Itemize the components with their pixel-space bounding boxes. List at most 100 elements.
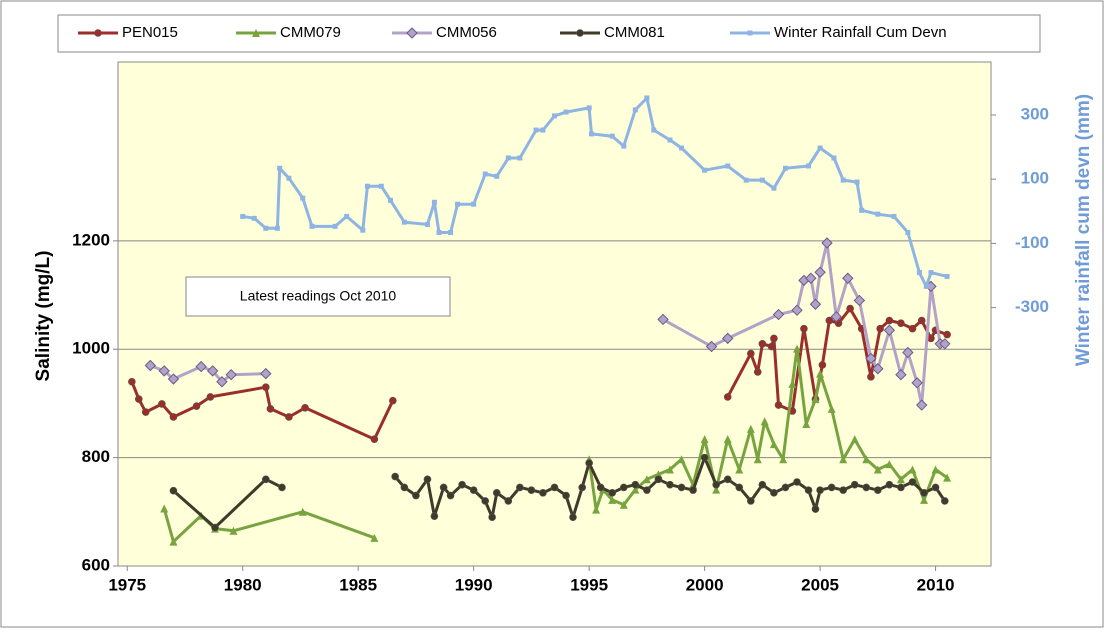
point [585,459,593,467]
point [481,497,490,505]
point [158,400,166,408]
point [689,486,697,494]
point [908,324,917,333]
point [793,478,801,486]
point [805,272,817,284]
point [446,491,455,500]
point [800,324,808,333]
point [370,435,379,443]
x-tick-label: 2000 [686,575,724,594]
point [939,338,951,350]
point [747,497,755,505]
point [504,497,513,505]
point [817,145,823,151]
point [850,480,859,489]
point [806,163,812,169]
point [654,475,663,484]
point [263,225,269,231]
annotation-box [185,276,451,317]
legend-label: CMM081 [604,24,665,41]
point [811,505,820,513]
point [609,133,615,139]
point [388,197,394,203]
point [839,486,847,494]
point [216,376,228,388]
point [400,483,409,492]
point [471,201,477,207]
point [389,396,397,405]
y-tick-label: 1000 [72,339,110,358]
point [300,195,306,201]
point [370,533,379,542]
point [818,361,827,369]
point [344,213,350,219]
point [401,219,407,225]
point [482,171,488,177]
point [735,465,744,474]
point [666,480,674,489]
point [772,308,785,321]
point [588,131,594,137]
point [651,127,657,133]
point [712,480,720,489]
point [563,109,569,115]
point [141,408,150,416]
point [854,179,860,185]
point [632,107,638,113]
point [206,365,219,377]
point [839,455,848,464]
point [631,485,640,494]
point [885,316,894,325]
point [539,489,547,497]
point [169,486,178,495]
point [700,435,709,444]
point [723,393,732,401]
point [770,489,778,497]
point [550,483,559,492]
x-tick-label: 1985 [339,575,377,594]
point [943,473,952,482]
point [788,379,797,388]
point [827,483,836,492]
point [793,344,801,353]
point [895,368,907,381]
point [494,173,500,179]
point [931,465,940,474]
point [840,177,846,183]
point [771,185,777,191]
point [758,340,767,348]
point [723,435,732,444]
point [928,270,934,276]
point [206,393,215,401]
point [167,373,180,385]
point [908,465,917,474]
point [262,383,270,391]
x-tick-label: 1980 [224,575,262,594]
point [240,213,246,219]
point [873,465,882,474]
point [885,460,894,469]
point [488,513,496,522]
point [251,215,257,221]
point [767,342,776,351]
point [743,177,749,183]
legend-marker [747,30,753,36]
point [867,373,875,381]
point [802,420,811,429]
point [876,324,884,333]
point [469,486,478,494]
point [735,483,744,492]
point [195,360,207,373]
point [562,491,570,500]
x-tick-label: 2005 [801,575,839,594]
y2-axis-title: Winter rainfall cum devn (mm) [1073,94,1094,366]
annotation: Latest readings Oct 2010 [240,288,397,304]
point [883,324,896,336]
y-tick-label: 800 [82,447,110,466]
point [424,221,430,227]
point [782,165,788,171]
point [677,455,686,464]
point [134,395,143,403]
point [774,401,783,409]
